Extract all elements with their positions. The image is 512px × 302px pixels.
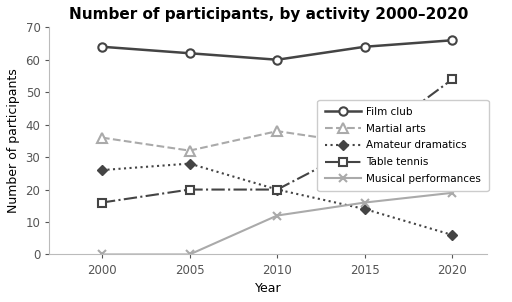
Table tennis [99,201,105,204]
Line: Film club: Film club [98,36,457,64]
Line: Amateur dramatics: Amateur dramatics [98,160,456,239]
X-axis label: Year: Year [255,282,282,295]
Musical performances [450,191,456,194]
Table tennis [450,77,456,81]
Film club [361,45,368,49]
Amateur dramatics [450,233,456,237]
Amateur dramatics [361,207,368,211]
Table tennis [186,188,193,191]
Martial arts [186,149,193,153]
Martial arts [274,129,280,133]
Legend: Film club, Martial arts, Amateur dramatics, Table tennis, Musical performances: Film club, Martial arts, Amateur dramati… [317,100,488,191]
Martial arts [99,136,105,140]
Line: Martial arts: Martial arts [97,126,457,156]
Title: Number of participants, by activity 2000–2020: Number of participants, by activity 2000… [69,7,468,22]
Martial arts [450,136,456,140]
Musical performances [186,253,193,256]
Film club [99,45,105,49]
Martial arts [361,142,368,146]
Amateur dramatics [186,162,193,165]
Film club [450,38,456,42]
Film club [274,58,280,62]
Line: Table tennis: Table tennis [98,75,457,207]
Table tennis [274,188,280,191]
Line: Musical performances: Musical performances [98,189,457,259]
Musical performances [99,253,105,256]
Amateur dramatics [99,168,105,172]
Amateur dramatics [274,188,280,191]
Y-axis label: Number of participants: Number of participants [7,69,20,213]
Table tennis [361,142,368,146]
Film club [186,51,193,55]
Musical performances [361,201,368,204]
Musical performances [274,214,280,217]
